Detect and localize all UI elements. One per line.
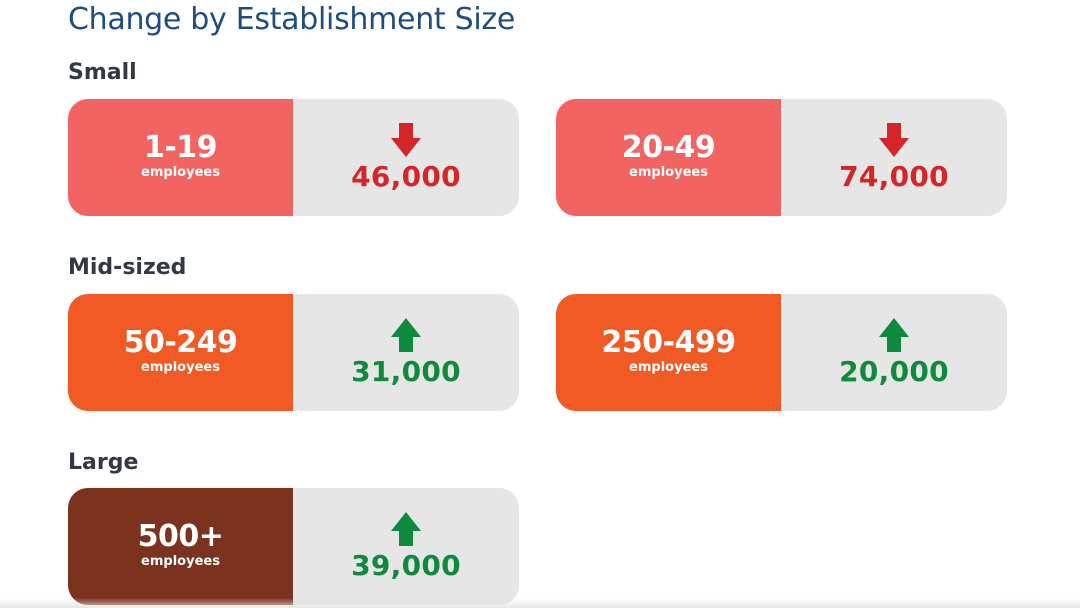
unit-label: employees	[141, 553, 220, 569]
range-label: 20-49	[621, 129, 716, 165]
card-500-plus: 500+ employees 39,000	[68, 488, 519, 605]
change-value: 20,000	[839, 354, 949, 388]
change-value: 74,000	[839, 159, 949, 193]
arrow-down-icon	[391, 122, 421, 157]
change-value: 39,000	[351, 548, 461, 582]
card-range-panel: 500+ employees	[68, 488, 293, 605]
card-range-panel: 250-499 employees	[556, 294, 781, 411]
card-change-panel: 31,000	[293, 294, 519, 411]
unit-label: employees	[629, 359, 708, 375]
card-change-panel: 39,000	[293, 488, 519, 605]
card-change-panel: 20,000	[781, 294, 1007, 411]
card-50-249: 50-249 employees 31,000	[68, 294, 519, 411]
page-title: Change by Establishment Size	[68, 2, 515, 37]
range-label: 250-499	[601, 324, 736, 360]
unit-label: employees	[141, 359, 220, 375]
change-value: 31,000	[351, 354, 461, 388]
card-range-panel: 1-19 employees	[68, 99, 293, 216]
unit-label: employees	[141, 164, 220, 180]
range-label: 1-19	[143, 129, 218, 165]
section-title-mid-sized: Mid-sized	[68, 255, 187, 280]
change-value: 46,000	[351, 159, 461, 193]
card-change-panel: 46,000	[293, 99, 519, 216]
arrow-up-icon	[391, 317, 421, 352]
unit-label: employees	[629, 164, 708, 180]
section-title-large: Large	[68, 450, 139, 475]
card-20-49: 20-49 employees 74,000	[556, 99, 1007, 216]
bottom-scroll-shadow	[0, 598, 1080, 608]
card-change-panel: 74,000	[781, 99, 1007, 216]
card-1-19: 1-19 employees 46,000	[68, 99, 519, 216]
card-range-panel: 20-49 employees	[556, 99, 781, 216]
arrow-up-icon	[879, 317, 909, 352]
card-250-499: 250-499 employees 20,000	[556, 294, 1007, 411]
section-title-small: Small	[68, 60, 137, 85]
arrow-up-icon	[391, 511, 421, 546]
range-label: 500+	[137, 518, 224, 554]
card-range-panel: 50-249 employees	[68, 294, 293, 411]
arrow-down-icon	[879, 122, 909, 157]
range-label: 50-249	[123, 324, 238, 360]
